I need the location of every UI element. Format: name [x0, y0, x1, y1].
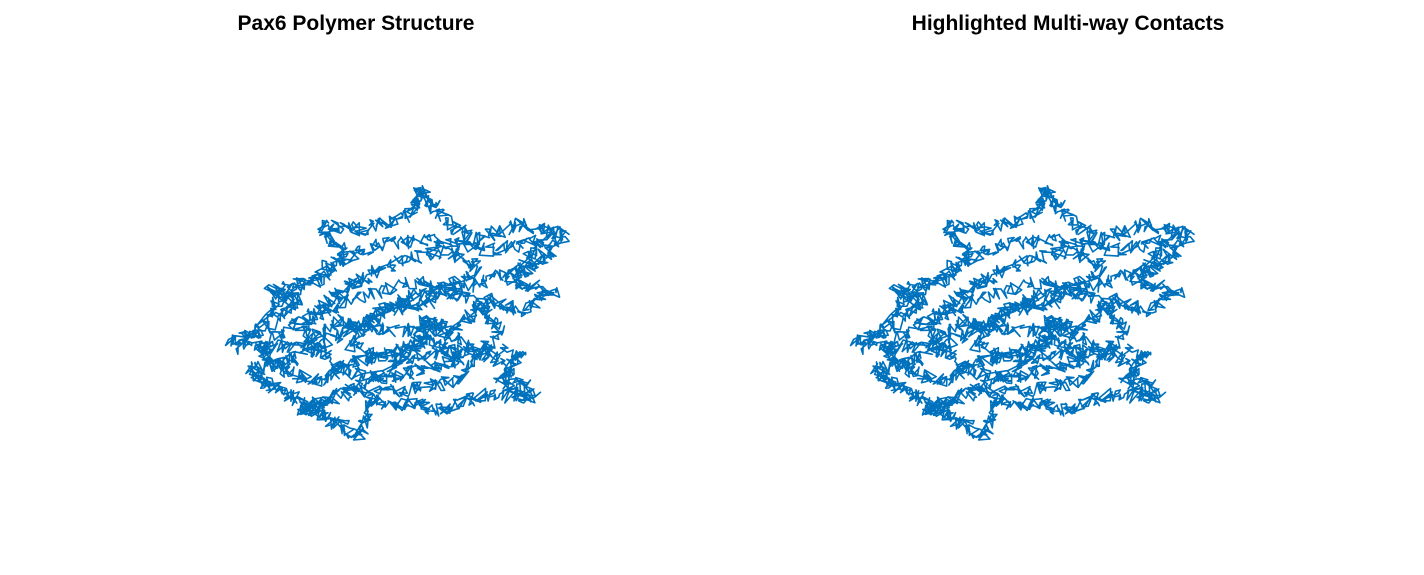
multiway-contacts-panel: Highlighted Multi-way Contacts: [712, 0, 1424, 575]
polymer-structure-panel: Pax6 Polymer Structure: [224, 12, 570, 441]
polymer-chain-highlighted: [849, 185, 1195, 441]
polymer-structure-plot: [224, 185, 570, 441]
polymer-structure-title: Pax6 Polymer Structure: [237, 12, 475, 35]
multiway-contacts-plot: [849, 185, 1195, 441]
polymer-chain: [224, 185, 570, 441]
multiway-contacts-title: Highlighted Multi-way Contacts: [911, 12, 1225, 35]
